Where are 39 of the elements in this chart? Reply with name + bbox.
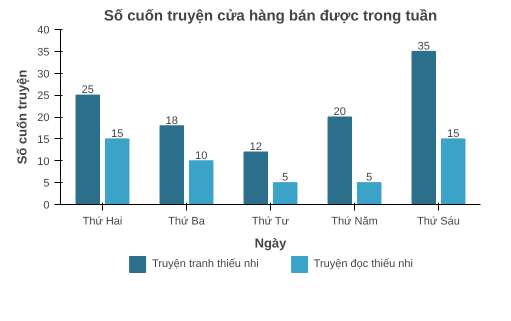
- data-label: 15: [111, 128, 124, 140]
- y-tick-label: 30: [37, 68, 50, 80]
- data-label: 18: [166, 114, 178, 127]
- legend-label: Truyện tranh thiếu nhi: [152, 258, 259, 270]
- data-label: 5: [366, 172, 372, 184]
- bar: [328, 116, 352, 204]
- y-tick-label: 20: [37, 112, 50, 124]
- bar: [412, 50, 436, 204]
- y-tick-label: 0: [43, 200, 50, 212]
- y-tick-label: 25: [37, 90, 50, 102]
- data-label: 15: [447, 128, 460, 140]
- x-axis-title: Ngày: [254, 236, 288, 250]
- x-tick-label: Thứ Năm: [331, 216, 378, 228]
- legend-label: Truyện đọc thiếu nhi: [314, 258, 413, 270]
- data-label: 12: [250, 141, 262, 153]
- y-tick-label: 15: [37, 134, 50, 146]
- data-label: 25: [82, 84, 94, 96]
- chart-title: Số cuốn truyện cửa hàng bán được trong tuần: [104, 8, 438, 24]
- bar: [440, 138, 466, 204]
- bar: [244, 152, 268, 204]
- x-tick-label: Thứ Tư: [252, 216, 290, 228]
- bar: [104, 138, 130, 204]
- y-tick-label: 5: [43, 178, 50, 190]
- bar: [76, 94, 100, 204]
- bar: [356, 182, 382, 204]
- bar: [272, 182, 298, 204]
- x-tick-label: Thứ Ba: [168, 216, 206, 228]
- y-tick-label: 35: [37, 46, 50, 58]
- data-label: 10: [195, 150, 208, 162]
- data-label: 20: [334, 106, 346, 118]
- y-tick-label: 10: [37, 156, 50, 168]
- y-axis-title: Số cuốn truyện: [14, 70, 30, 164]
- bar: [188, 160, 214, 204]
- data-label: 35: [418, 40, 430, 52]
- x-tick-label: Thứ Sáu: [417, 216, 460, 228]
- bar: [160, 125, 184, 204]
- y-tick-label: 40: [37, 24, 50, 36]
- x-tick-label: Thứ Hai: [82, 216, 122, 228]
- data-label: 5: [282, 172, 288, 184]
